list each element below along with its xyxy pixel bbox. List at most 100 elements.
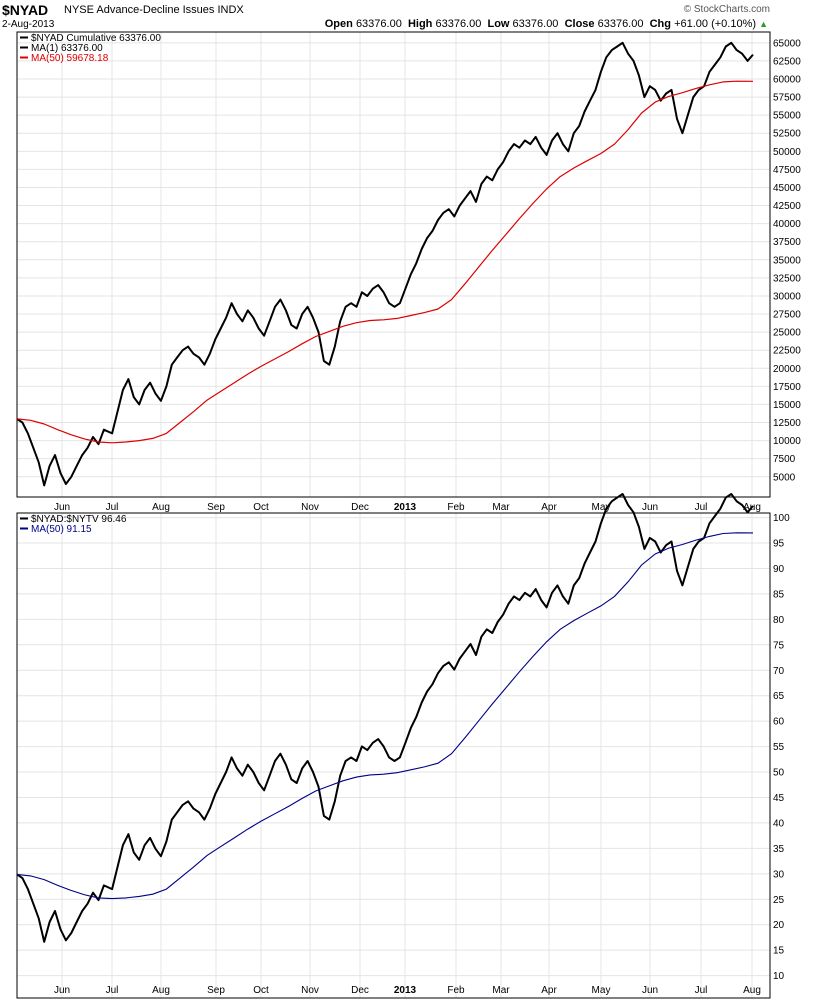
y-tick-label: 55 [773, 742, 785, 753]
x-tick-label: Sep [207, 985, 225, 996]
y-tick-label: 57500 [773, 93, 801, 104]
symbol-title: $NYAD [2, 2, 49, 18]
open-label: Open [324, 18, 353, 30]
y-tick-label: 60000 [773, 75, 801, 86]
y-tick-label: 45000 [773, 183, 801, 194]
x-tick-label: Dec [351, 985, 369, 996]
x-tick-label: Aug [152, 985, 170, 996]
y-tick-label: 20 [773, 920, 785, 931]
x-tick-label: Jun [54, 502, 70, 512]
legend-entry: MA(1) 63376.00 [31, 43, 103, 54]
y-tick-label: 30 [773, 869, 785, 880]
chart-date: 2-Aug-2013 [2, 19, 55, 30]
brand-label: © StockCharts.com [683, 4, 770, 15]
low-value: 63376.00 [512, 18, 559, 30]
y-tick-label: 90 [773, 564, 785, 575]
y-tick-label: 42500 [773, 201, 801, 212]
x-tick-label: Jun [642, 502, 658, 512]
up-arrow-icon: ▲ [759, 19, 768, 29]
y-tick-label: 55000 [773, 111, 801, 122]
x-tick-label: Apr [541, 502, 557, 512]
x-tick-label: Mar [492, 985, 510, 996]
x-tick-label: Dec [351, 502, 369, 512]
y-tick-label: 32500 [773, 273, 801, 284]
x-tick-label: Oct [253, 502, 269, 512]
x-tick-label: Jul [106, 502, 119, 512]
plot-frame [16, 512, 771, 999]
high-label: High [407, 18, 433, 30]
legend-entry: MA(50) 59678.18 [31, 53, 109, 64]
high-value: 63376.00 [435, 18, 482, 30]
x-tick-label: Jul [695, 502, 708, 512]
y-tick-label: 12500 [773, 418, 801, 429]
x-tick-label: Jul [106, 985, 119, 996]
y-tick-label: 10000 [773, 436, 801, 447]
x-tick-label: Mar [492, 502, 510, 512]
x-tick-label: 2013 [394, 985, 417, 996]
y-tick-label: 35000 [773, 255, 801, 266]
y-tick-label: 25000 [773, 328, 801, 339]
chg-value: +61.00 (+0.10%) [674, 18, 757, 30]
y-tick-label: 20000 [773, 364, 801, 375]
y-tick-label: 7500 [773, 454, 796, 465]
y-tick-label: 40000 [773, 219, 801, 230]
quote-line: Open 63376.00 High 63376.00 Low 63376.00… [325, 18, 768, 30]
y-tick-label: 70 [773, 666, 785, 677]
chg-label: Chg [649, 18, 671, 30]
legend-entry: $NYAD:$NYTV 96.46 [31, 514, 127, 525]
series-line-2 [16, 80, 754, 444]
chart-header: $NYAD NYSE Advance-Decline Issues INDX ©… [0, 0, 820, 32]
y-tick-label: 95 [773, 539, 785, 550]
y-tick-label: 30000 [773, 291, 801, 302]
y-tick-label: 35 [773, 844, 785, 855]
x-tick-label: Jun [54, 985, 70, 996]
x-tick-label: May [592, 502, 611, 512]
y-tick-label: 37500 [773, 237, 801, 248]
y-tick-label: 80 [773, 615, 785, 626]
open-value: 63376.00 [355, 18, 402, 30]
legend-entry: MA(50) 91.15 [31, 524, 92, 535]
close-value: 63376.00 [597, 18, 644, 30]
legend-entry: $NYAD Cumulative 63376.00 [31, 33, 161, 44]
close-label: Close [564, 18, 595, 30]
y-tick-label: 17500 [773, 382, 801, 393]
x-tick-label: Apr [541, 985, 557, 996]
y-tick-label: 75 [773, 640, 785, 651]
y-tick-label: 65000 [773, 38, 801, 49]
x-tick-label: Nov [301, 985, 319, 996]
x-tick-label: Feb [447, 502, 465, 512]
y-tick-label: 47500 [773, 165, 801, 176]
y-tick-label: 50000 [773, 147, 801, 158]
y-tick-label: 5000 [773, 472, 796, 483]
x-tick-label: Oct [253, 985, 269, 996]
y-tick-label: 45 [773, 793, 785, 804]
x-tick-label: 2013 [394, 502, 417, 512]
y-tick-label: 50 [773, 768, 785, 779]
ad-line-chart: 5000 7500 10000 12500 15000 17500 20000 22500 25… [16, 31, 801, 512]
low-label: Low [487, 18, 510, 30]
x-tick-label: Aug [743, 985, 761, 996]
y-tick-label: 100 [773, 513, 790, 524]
y-tick-label: 62500 [773, 56, 801, 67]
ma-line-blue [16, 532, 754, 900]
y-tick-label: 22500 [773, 346, 801, 357]
series-line-1 [16, 493, 754, 943]
plot-frame [16, 31, 771, 498]
y-tick-label: 52500 [773, 129, 801, 140]
y-tick-label: 60 [773, 717, 785, 728]
y-tick-label: 25 [773, 895, 785, 906]
x-tick-label: Feb [447, 985, 465, 996]
x-tick-label: Jul [695, 985, 708, 996]
y-tick-label: 10 [773, 971, 785, 982]
x-tick-label: Nov [301, 502, 319, 512]
y-tick-label: 15000 [773, 400, 801, 411]
y-tick-label: 40 [773, 818, 785, 829]
symbol-description: NYSE Advance-Decline Issues INDX [64, 4, 244, 16]
y-tick-label: 27500 [773, 310, 801, 321]
x-tick-label: Sep [207, 502, 225, 512]
x-tick-label: Jun [642, 985, 658, 996]
x-tick-label: May [592, 985, 611, 996]
y-tick-label: 65 [773, 691, 785, 702]
x-tick-label: Aug [152, 502, 170, 512]
